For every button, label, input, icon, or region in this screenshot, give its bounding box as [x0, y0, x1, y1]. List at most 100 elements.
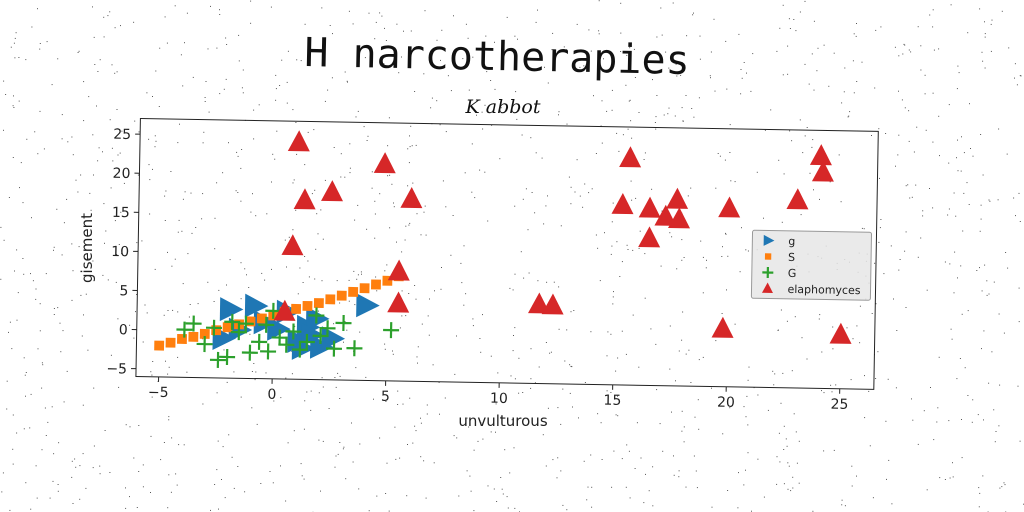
speckle-dot: [983, 419, 984, 421]
speckle-dot: [908, 140, 910, 142]
speckle-dot: [879, 227, 881, 229]
speckle-dot: [507, 507, 509, 509]
speckle-dot: [343, 446, 345, 448]
speckle-dot: [10, 46, 12, 48]
speckle-dot: [746, 395, 748, 397]
speckle-dot: [1015, 215, 1016, 217]
speckle-dot: [45, 435, 47, 436]
speckle-dot: [957, 65, 959, 67]
speckle-dot: [331, 77, 333, 79]
speckle-dot: [178, 444, 180, 446]
speckle-dot: [421, 323, 423, 325]
speckle-dot: [799, 11, 801, 13]
speckle-dot: [668, 67, 670, 69]
speckle-dot: [698, 359, 700, 361]
series-elaphomyces-point: [666, 187, 689, 209]
speckle-dot: [530, 348, 532, 350]
speckle-dot: [562, 504, 564, 506]
speckle-dot: [497, 372, 499, 374]
speckle-dot: [201, 218, 203, 220]
speckle-dot: [852, 338, 854, 340]
speckle-dot: [452, 215, 454, 216]
speckle-dot: [944, 261, 946, 263]
speckle-dot: [250, 22, 252, 24]
speckle-dot: [472, 56, 474, 58]
speckle-dot: [656, 36, 658, 38]
speckle-dot: [702, 256, 704, 258]
speckle-dot: [933, 439, 935, 441]
speckle-dot: [105, 230, 107, 232]
speckle-dot: [917, 26, 919, 28]
speckle-dot: [743, 62, 745, 63]
speckle-dot: [545, 342, 547, 343]
legend-box: [750, 229, 873, 301]
speckle-dot: [20, 162, 22, 164]
speckle-dot: [80, 174, 82, 176]
speckle-dot: [474, 197, 476, 199]
speckle-dot: [880, 219, 882, 220]
speckle-dot: [8, 197, 10, 198]
speckle-dot: [310, 409, 312, 411]
speckle-dot: [895, 387, 897, 389]
speckle-dot: [686, 35, 688, 37]
speckle-dot: [813, 89, 815, 91]
speckle-dot: [924, 74, 926, 76]
speckle-dot: [424, 205, 426, 207]
speckle-dot: [604, 232, 605, 234]
speckle-dot: [966, 182, 968, 184]
speckle-dot: [163, 314, 165, 316]
speckle-dot: [922, 210, 924, 212]
speckle-dot: [379, 437, 381, 439]
speckle-dot: [164, 220, 166, 221]
speckle-dot: [804, 0, 806, 2]
speckle-dot: [953, 192, 955, 194]
speckle-dot: [426, 404, 428, 406]
series-S-point: [325, 294, 336, 305]
speckle-dot: [864, 375, 865, 377]
series-elaphomyces-point: [638, 196, 661, 218]
series-elaphomyces-point: [811, 160, 834, 182]
series-S-point: [302, 300, 313, 311]
speckle-dot: [45, 273, 47, 275]
speckle-dot: [660, 265, 662, 267]
speckle-dot: [682, 120, 684, 122]
speckle-dot: [270, 6, 272, 8]
speckle-dot: [240, 396, 242, 398]
speckle-dot: [693, 455, 695, 457]
speckle-dot: [240, 298, 242, 300]
speckle-dot: [168, 366, 170, 368]
speckle-dot: [292, 182, 294, 184]
speckle-dot: [725, 233, 727, 235]
series-S-point: [348, 286, 359, 297]
speckle-dot: [514, 273, 516, 275]
speckle-dot: [379, 193, 381, 195]
series-S-point: [154, 340, 165, 351]
speckle-dot: [355, 367, 357, 369]
speckle-dot: [408, 224, 410, 226]
legend-marker-S: [764, 253, 772, 260]
speckle-dot: [249, 333, 251, 335]
speckle-dot: [23, 428, 25, 430]
speckle-dot: [1018, 192, 1020, 194]
speckle-dot: [600, 422, 602, 424]
speckle-dot: [244, 491, 246, 493]
speckle-dot: [566, 123, 568, 125]
speckle-dot: [414, 91, 416, 92]
speckle-dot: [83, 314, 84, 316]
series-G-point: [312, 327, 329, 344]
speckle-dot: [711, 387, 712, 389]
speckle-dot: [412, 442, 414, 444]
speckle-dot: [932, 141, 934, 143]
speckle-dot: [316, 213, 318, 215]
speckle-dot: [136, 242, 138, 244]
speckle-dot: [401, 251, 403, 253]
speckle-dot: [727, 255, 729, 257]
speckle-dot: [1017, 385, 1019, 387]
speckle-dot: [700, 240, 702, 242]
speckle-dot: [681, 259, 683, 261]
speckle-dot: [77, 52, 79, 53]
speckle-dot: [713, 18, 715, 20]
speckle-dot: [518, 392, 520, 394]
speckle-dot: [197, 303, 199, 305]
speckle-dot: [571, 366, 573, 368]
